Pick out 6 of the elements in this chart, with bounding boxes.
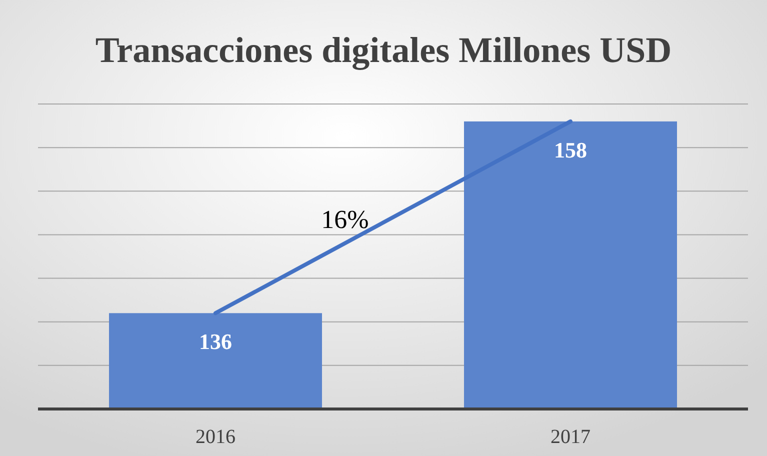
chart-title: Transacciones digitales Millones USD	[95, 30, 672, 70]
x-tick-label: 2016	[196, 426, 236, 448]
x-tick-label: 2017	[550, 426, 590, 448]
annotation: 16%	[321, 205, 369, 234]
data-label: 158	[554, 137, 587, 162]
data-label: 136	[199, 329, 232, 354]
